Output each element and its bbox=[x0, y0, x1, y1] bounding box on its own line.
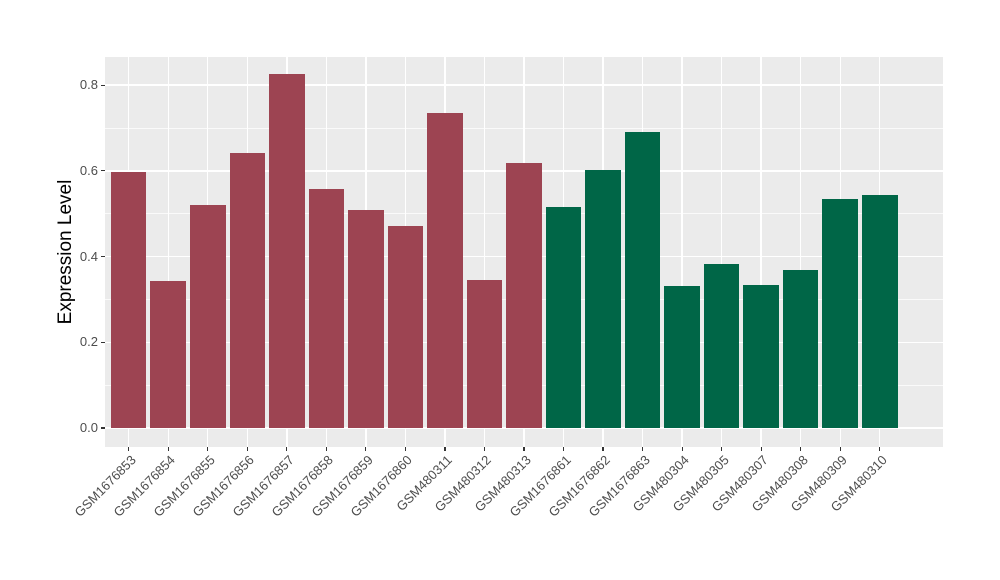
x-tick-mark bbox=[681, 447, 683, 451]
bar-GSM1676859 bbox=[348, 210, 384, 428]
vertical-gridline bbox=[799, 57, 802, 447]
bar-GSM1676863 bbox=[624, 132, 661, 428]
y-tick-label: 0.2 bbox=[79, 334, 98, 350]
y-tick-label: 0.8 bbox=[79, 77, 98, 93]
bar-GSM480304 bbox=[664, 286, 700, 428]
bar-GSM480309 bbox=[822, 198, 858, 428]
bar-GSM1676857 bbox=[269, 74, 305, 428]
y-tick-label: 0.0 bbox=[79, 420, 98, 435]
bar-GSM1676854 bbox=[150, 281, 187, 428]
y-tick-mark bbox=[101, 427, 105, 429]
x-tick-mark bbox=[562, 447, 565, 451]
x-tick-mark bbox=[444, 447, 446, 451]
vertical-gridline bbox=[681, 57, 683, 447]
vertical-gridline bbox=[167, 57, 169, 447]
x-tick-mark bbox=[721, 447, 723, 451]
x-tick-mark bbox=[404, 447, 406, 451]
x-tick-mark bbox=[246, 447, 248, 451]
bar-GSM1676858 bbox=[308, 188, 345, 428]
bar-GSM480311 bbox=[427, 113, 463, 428]
vertical-gridline bbox=[483, 57, 486, 447]
bar-GSM1676853 bbox=[110, 172, 147, 428]
bar-GSM1676861 bbox=[545, 207, 582, 428]
x-tick-mark bbox=[365, 447, 367, 451]
x-tick-mark bbox=[800, 447, 802, 451]
vertical-gridline bbox=[760, 57, 762, 447]
y-tick-mark bbox=[101, 170, 105, 172]
y-tick-label: 0.6 bbox=[79, 162, 98, 178]
y-tick-mark bbox=[101, 84, 105, 86]
x-tick-mark bbox=[483, 447, 486, 451]
bar-GSM1676856 bbox=[229, 153, 266, 428]
vertical-gridline bbox=[720, 57, 723, 447]
bar-GSM1676860 bbox=[387, 226, 424, 428]
x-tick-mark bbox=[128, 447, 130, 451]
y-tick-mark bbox=[101, 256, 105, 258]
x-tick-mark bbox=[286, 447, 288, 451]
bar-GSM480307 bbox=[743, 284, 779, 428]
bar-GSM480310 bbox=[861, 195, 898, 428]
bar-GSM1676855 bbox=[189, 204, 226, 428]
bar-GSM480313 bbox=[506, 163, 542, 428]
x-tick-mark bbox=[523, 447, 525, 451]
plot-panel bbox=[105, 57, 943, 447]
y-tick-mark bbox=[101, 341, 105, 343]
x-tick-mark bbox=[602, 447, 604, 451]
bar-GSM480305 bbox=[703, 263, 740, 428]
x-tick-mark bbox=[641, 447, 644, 451]
x-tick-mark bbox=[760, 447, 762, 451]
x-tick-mark bbox=[839, 447, 841, 451]
x-tick-mark bbox=[207, 447, 209, 451]
x-tick-mark bbox=[879, 447, 881, 451]
x-tick-mark bbox=[167, 447, 169, 451]
bar-GSM1676862 bbox=[585, 170, 621, 428]
bar-GSM480308 bbox=[782, 270, 819, 428]
x-tick-mark bbox=[325, 447, 327, 451]
y-tick-label: 0.4 bbox=[79, 248, 98, 264]
bar-GSM480312 bbox=[466, 280, 503, 428]
